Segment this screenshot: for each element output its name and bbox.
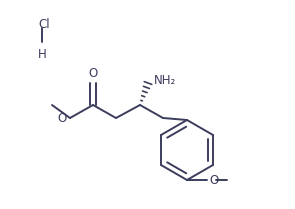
- Text: H: H: [38, 48, 47, 61]
- Text: NH₂: NH₂: [154, 74, 176, 88]
- Text: O: O: [58, 111, 67, 125]
- Text: O: O: [88, 67, 98, 80]
- Text: O: O: [209, 173, 218, 186]
- Text: Cl: Cl: [38, 18, 50, 31]
